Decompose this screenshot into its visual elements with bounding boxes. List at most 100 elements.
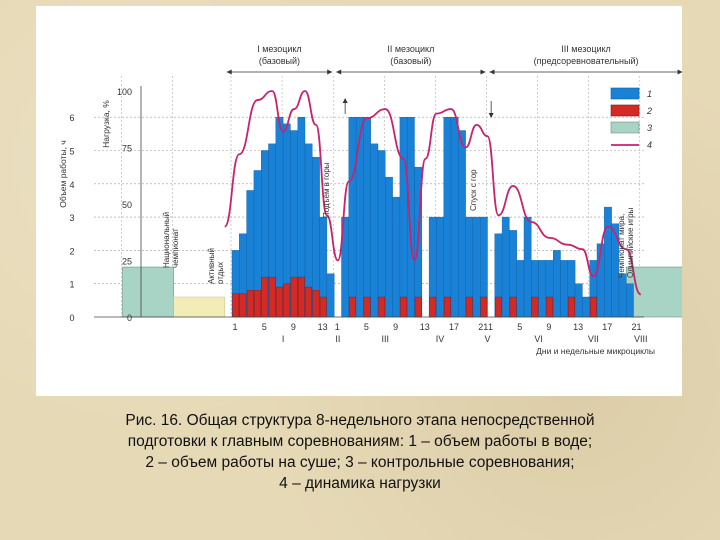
- land-volume-bar: [239, 293, 247, 318]
- y-left-tick: 2: [69, 246, 74, 256]
- microcycle-label: II: [335, 334, 340, 344]
- x-day-tick: 5: [262, 322, 267, 332]
- land-volume-bar: [298, 276, 305, 318]
- annotation-text: Национальный: [162, 212, 171, 268]
- water-volume-bar: [407, 116, 415, 318]
- land-volume-bar: [378, 296, 386, 318]
- water-volume-bar: [538, 260, 547, 318]
- water-volume-bar: [392, 196, 401, 318]
- mesocycle-subtitle: (предсоревновательный): [534, 56, 639, 66]
- x-day-tick: 1: [488, 322, 493, 332]
- land-volume-bar: [568, 296, 575, 318]
- legend-swatch: [610, 87, 640, 100]
- water-volume-bar: [355, 116, 364, 318]
- land-volume-bar: [319, 296, 327, 318]
- x-day-tick: 17: [449, 322, 459, 332]
- x-day-tick: 13: [420, 322, 430, 332]
- land-volume-bar: [495, 296, 502, 318]
- land-volume-bar: [283, 283, 291, 318]
- microcycle-label: V: [484, 334, 490, 344]
- annotation-text: Чемпионат мира,: [617, 214, 626, 278]
- active-rest-bar: [173, 296, 225, 318]
- mesocycle-arrowhead-left: [226, 69, 232, 75]
- mesocycle-subtitle: (базовый): [390, 56, 431, 66]
- x-day-tick: 21: [631, 322, 641, 332]
- land-volume-bar: [305, 286, 313, 318]
- y-right-tick: 0: [127, 313, 132, 323]
- annotation-text: отдых: [216, 262, 225, 284]
- x-day-tick: 13: [573, 322, 583, 332]
- x-day-tick: 21: [478, 322, 488, 332]
- x-day-tick: 9: [546, 322, 551, 332]
- water-volume-bar: [326, 273, 335, 318]
- water-volume-bar: [399, 116, 408, 318]
- figure-caption: Рис. 16. Общая структура 8-недельного эт…: [60, 410, 660, 494]
- water-volume-bar: [370, 143, 379, 318]
- load-curve: [223, 90, 642, 296]
- land-volume-bar: [290, 276, 298, 318]
- water-volume-bar: [516, 260, 525, 318]
- land-volume-bar: [509, 296, 517, 318]
- ascent-arrowhead: [342, 98, 348, 103]
- y-left-axis-title: Объем работы, ч: [58, 140, 68, 207]
- mesocycle-subtitle: (базовый): [259, 56, 300, 66]
- land-volume-bar: [480, 296, 488, 318]
- water-volume-bar: [363, 116, 371, 318]
- figure-card: 0 1 2 3 4 5 6 0 25 50 75 100 Объем работы, ч Нагрузка…: [36, 6, 682, 396]
- annotation-text: Олимпийские игры: [626, 207, 635, 278]
- legend-swatch: [610, 121, 640, 134]
- water-volume-bar: [582, 296, 590, 318]
- water-volume-bar: [443, 116, 452, 318]
- legend-label: 4: [647, 140, 652, 150]
- y-right-tick: 50: [122, 200, 132, 210]
- land-volume-bar: [246, 290, 254, 318]
- water-volume-bar: [626, 283, 634, 318]
- water-volume-bar: [574, 283, 583, 318]
- microcycle-label: IV: [436, 334, 445, 344]
- land-volume-bar: [349, 296, 356, 318]
- caption-line-1: Рис. 16. Общая структура 8-недельного эт…: [125, 412, 595, 429]
- x-day-tick: 9: [393, 322, 398, 332]
- water-volume-bar: [385, 176, 393, 318]
- y-left-tick: 6: [69, 113, 74, 123]
- mesocycle-arrowhead-right: [327, 69, 333, 75]
- mesocycle-arrowhead-left: [336, 69, 342, 75]
- land-volume-bar: [268, 276, 276, 318]
- microcycle-label: VIII: [634, 334, 648, 344]
- microcycle-label: I: [282, 334, 285, 344]
- mesocycle-title: III мезоцикл: [561, 44, 611, 54]
- water-volume-bar: [458, 130, 466, 318]
- y-right-tick: 75: [122, 144, 132, 154]
- land-volume-bar: [261, 276, 269, 318]
- water-volume-bar: [618, 273, 627, 318]
- mesocycle-arrowhead-right: [677, 69, 682, 75]
- mesocycle-arrowhead-right: [480, 69, 486, 75]
- y-left-tick: 4: [69, 180, 74, 190]
- mesocycle-title: II мезоцикл: [387, 44, 434, 54]
- water-volume-bar: [450, 116, 459, 318]
- land-volume-bar: [531, 296, 539, 318]
- x-day-tick: 17: [602, 322, 612, 332]
- annotation-text: чемпионат: [171, 228, 180, 268]
- x-day-tick: 5: [517, 322, 522, 332]
- water-volume-bar: [560, 260, 569, 318]
- y-left-tick: 5: [69, 147, 74, 157]
- water-volume-bar: [553, 250, 561, 318]
- y-left-tick: 3: [69, 213, 74, 223]
- water-volume-bar: [472, 216, 481, 318]
- x-day-tick: 5: [364, 322, 369, 332]
- microcycle-label: VII: [588, 334, 599, 344]
- y-right-axis-title: Нагрузка, %: [101, 100, 111, 148]
- legend-label: 3: [647, 123, 652, 133]
- legend-label: 2: [646, 106, 652, 116]
- caption-line-4: 4 – динамика нагрузки: [279, 475, 441, 492]
- descent-arrowhead: [488, 113, 494, 118]
- annotation-text: Подъем в горы: [322, 162, 331, 218]
- land-volume-bar: [465, 296, 473, 318]
- land-volume-bar: [444, 296, 451, 318]
- microcycle-label: VI: [534, 334, 543, 344]
- water-volume-bar: [501, 216, 510, 318]
- annotation-text: Спуск с гор: [469, 169, 478, 211]
- x-day-tick: 1: [232, 322, 237, 332]
- y-left-tick: 1: [69, 280, 74, 290]
